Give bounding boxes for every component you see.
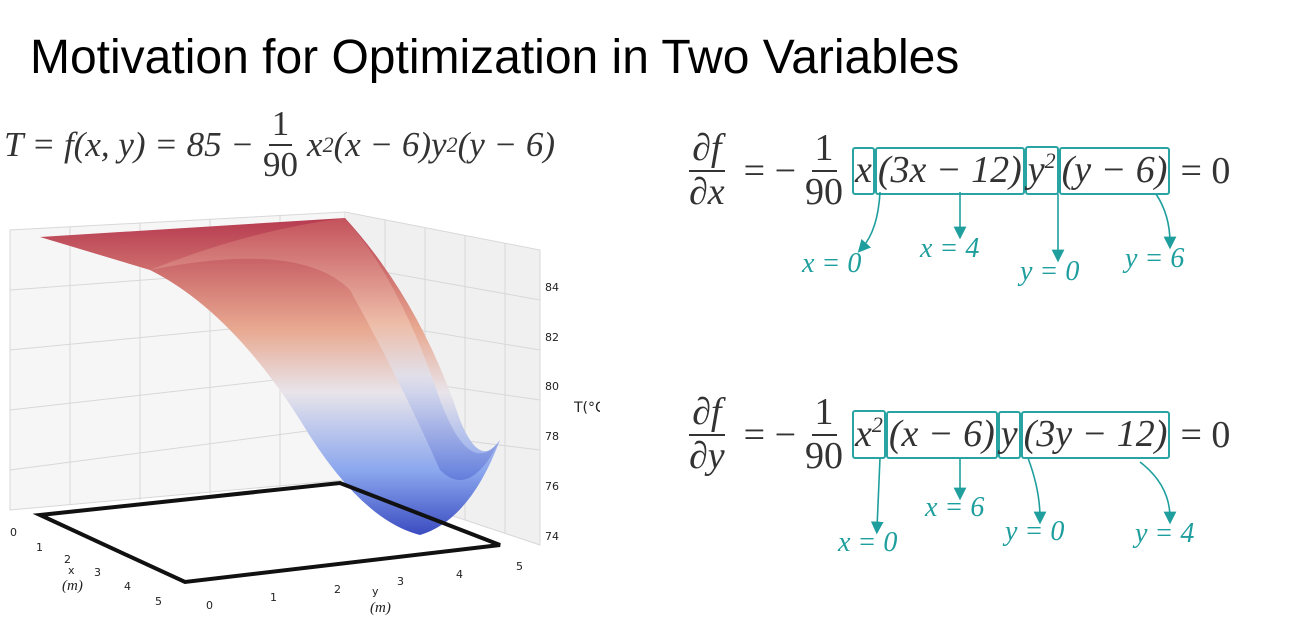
y-tick-label: 5: [516, 560, 523, 573]
exponent: 2: [322, 131, 334, 157]
y-tick-label: 3: [397, 575, 404, 588]
x-tick-label: 3: [94, 566, 101, 579]
z-tick-label: 80: [545, 380, 559, 393]
annotation: y = 0: [1020, 256, 1080, 287]
numerator: ∂f: [689, 391, 725, 436]
annotation: x = 4: [920, 233, 980, 264]
denominator: ∂x: [689, 170, 725, 213]
term: (y − 6): [457, 124, 556, 164]
denominator: ∂y: [689, 434, 725, 477]
derivative: ∂f ∂x: [686, 127, 728, 214]
numerator: ∂f: [689, 127, 725, 172]
exponent: 2: [1044, 148, 1056, 174]
x-axis-unit: (m): [62, 578, 83, 594]
slide-title: Motivation for Optimization in Two Varia…: [30, 31, 960, 84]
equals: = 0: [1180, 413, 1231, 456]
partial-y-equation: ∂f ∂y = − 1 90 x2 (x − 6) y (3y − 12) = 0: [680, 391, 1231, 478]
y-axis-label: y: [372, 585, 379, 598]
sign: = −: [743, 413, 797, 456]
annotation: x = 0: [802, 248, 862, 279]
factor-box: (y − 6): [1058, 146, 1171, 195]
z-tick-label: 82: [545, 331, 559, 344]
z-axis-label: T(°C): [573, 400, 600, 416]
numerator: 1: [268, 104, 293, 146]
annotation: x = 0: [838, 527, 898, 558]
coefficient: 1 90: [802, 127, 846, 214]
sign: = −: [743, 149, 797, 192]
z-tick-label: 76: [545, 480, 559, 493]
z-tick-label: 84: [545, 281, 559, 294]
annotation: x = 6: [925, 492, 985, 523]
partial-x-equation: ∂f ∂x = − 1 90 x (3x − 12) y2 (y − 6) = 0: [680, 127, 1231, 214]
factor-box: y2: [1024, 146, 1059, 196]
x-tick-label: 4: [124, 580, 131, 593]
x-tick-label: 1: [36, 541, 43, 554]
numerator: 1: [811, 391, 837, 436]
x-tick-label: 0: [10, 526, 17, 539]
y-tick-label: 4: [456, 568, 463, 581]
exponent: 2: [871, 412, 883, 438]
fraction: 1 90: [260, 104, 301, 184]
factor: y: [1027, 149, 1045, 192]
surface-fold: [150, 218, 500, 480]
arrow-group: [857, 191, 1177, 535]
factor-box: y: [997, 410, 1021, 459]
factor-box: (3x − 12): [874, 146, 1025, 195]
x-tick-label: 5: [155, 595, 162, 608]
equals: = 0: [1180, 149, 1231, 192]
factor: x: [855, 413, 872, 456]
z-tick-label: 74: [545, 530, 559, 543]
lhs: T = f(x, y) = 85 −: [4, 124, 255, 164]
surface-plot: 74 76 78 80 82 84 T(°C) 0 1 2 3 4 5 x (m…: [9, 211, 600, 616]
main-equation: T = f(x, y) = 85 − 1 90 x 2 (x − 6)y 2 (y − 6…: [4, 104, 556, 184]
exponent: 2: [446, 131, 458, 157]
floor-rectangle: [32, 480, 501, 585]
denominator: 90: [805, 434, 844, 477]
y-axis-unit: (m): [370, 600, 391, 616]
z-tick-label: 78: [545, 430, 559, 443]
y-tick-label: 0: [206, 599, 213, 612]
denominator: 90: [805, 170, 844, 213]
annotation: y = 6: [1125, 243, 1185, 274]
x-axis-label: x: [68, 564, 75, 577]
annotation: y = 4: [1135, 518, 1195, 549]
factor-box: x: [852, 146, 875, 195]
coefficient: 1 90: [802, 391, 846, 478]
denominator: 90: [263, 144, 299, 184]
derivative: ∂f ∂y: [686, 391, 728, 478]
y-tick-label: 2: [334, 583, 341, 596]
annotation: y = 0: [1005, 516, 1065, 547]
x-tick-label: 2: [64, 553, 71, 566]
factor-box: (x − 6): [885, 410, 998, 459]
factor-box: x2: [852, 410, 886, 460]
y-tick-label: 1: [270, 591, 277, 604]
term: (x − 6)y: [333, 124, 447, 164]
factor-box: (3y − 12): [1020, 410, 1171, 459]
numerator: 1: [811, 127, 837, 172]
term: x: [307, 124, 323, 164]
